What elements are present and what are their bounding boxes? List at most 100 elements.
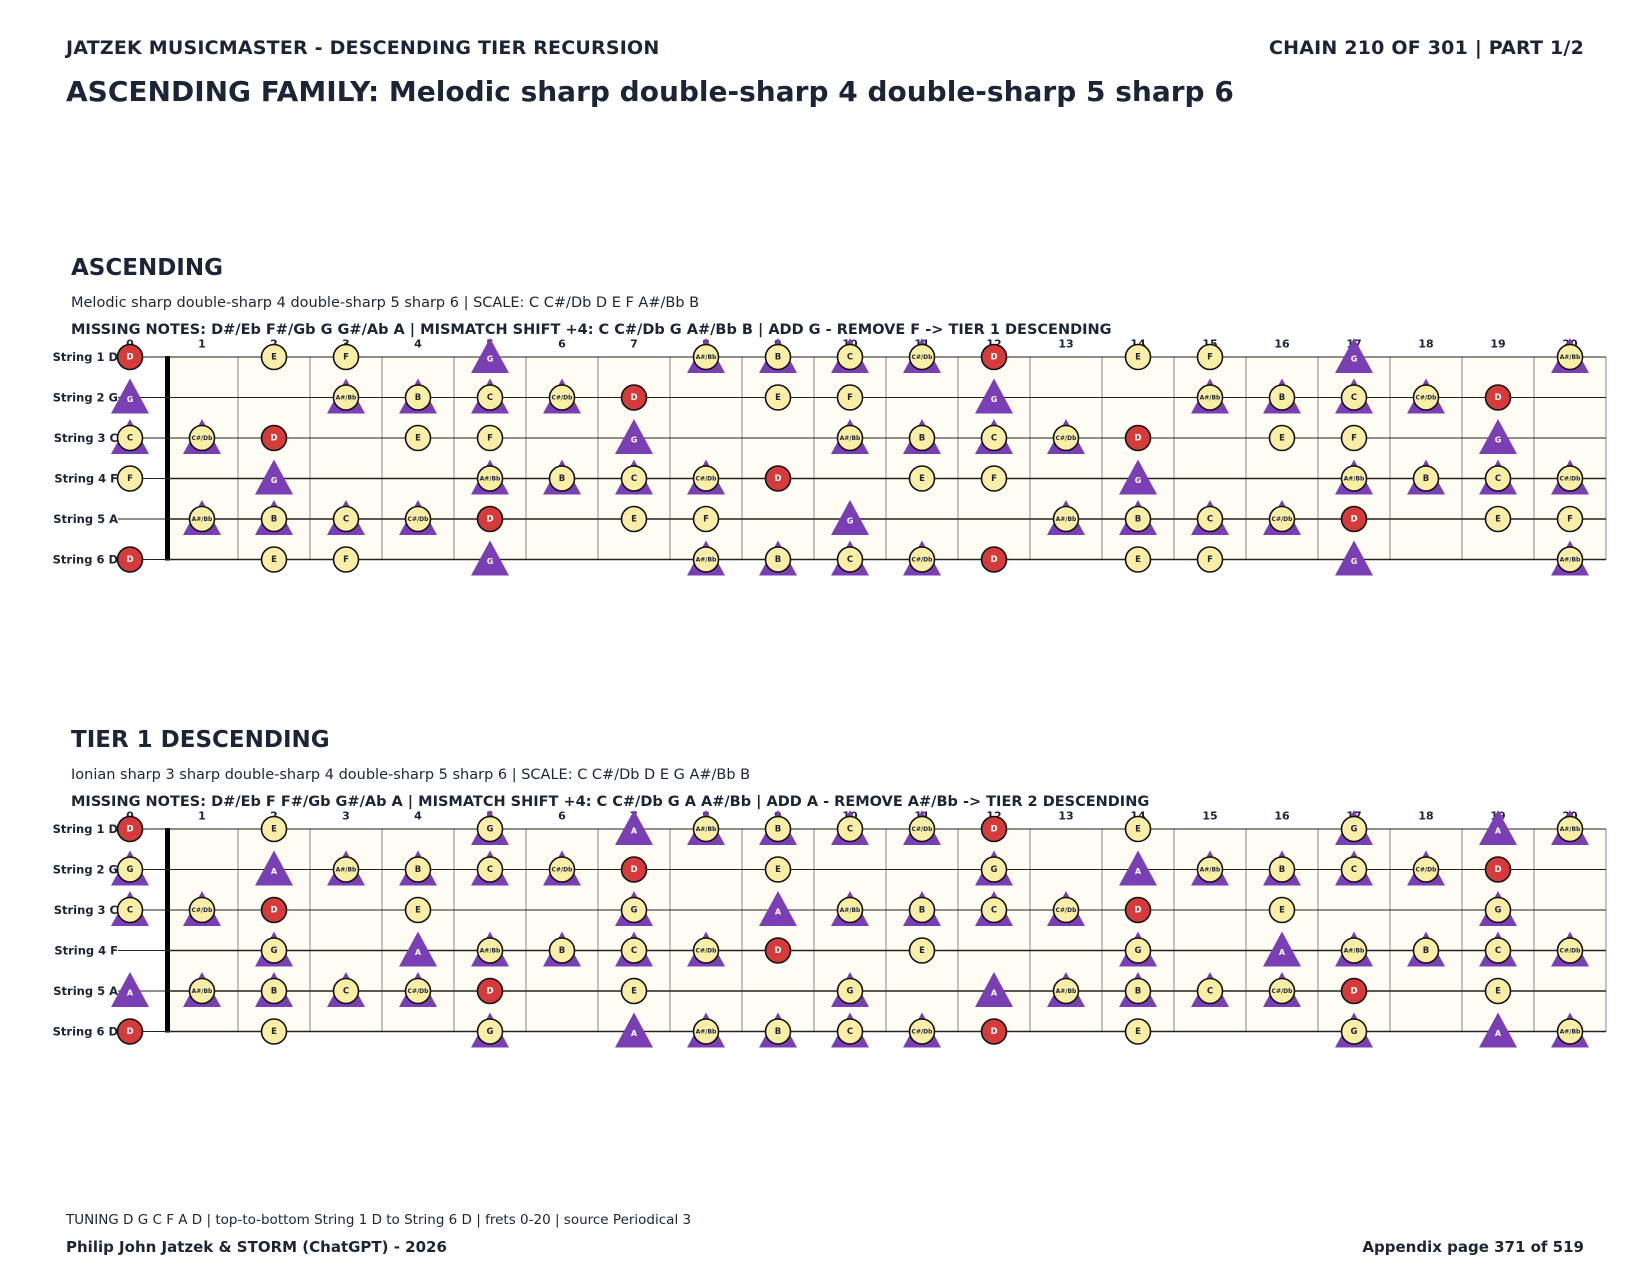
note-marker [1484,977,1512,1005]
note-marker [980,465,1008,492]
note-marker [1124,815,1152,843]
note-label: C#/Db [1272,516,1294,523]
note-label: D [1350,987,1357,997]
note-label: C#/Db [912,354,934,361]
note-marker [836,546,864,573]
note-marker [836,384,864,411]
note-label: C [1495,474,1501,484]
note-label: C#/Db [1056,907,1078,914]
note-marker [620,505,648,533]
note-marker [1412,384,1440,411]
note-label: C#/Db [1272,988,1294,995]
note-label: D [1134,906,1141,916]
note-label: C [1351,865,1357,875]
section-subtitle-tier1: Ionian sharp 3 sharp double-sharp 4 doub… [71,767,751,783]
note-marker [1124,937,1152,964]
note-label: G [271,476,278,485]
note-label: B [559,474,565,484]
note-label: E [1279,906,1285,916]
note-label: D [774,946,781,956]
note-label: G [631,906,638,916]
note-marker [1340,465,1368,492]
note-label: E [1135,555,1141,565]
note-label: A#/Bb [696,354,717,361]
note-marker [1052,505,1080,533]
note-marker [1268,856,1296,883]
added-note-triangle [615,419,653,454]
note-label: A [991,989,998,998]
root-note-marker [980,1018,1008,1045]
note-marker [1556,815,1584,843]
note-marker [260,1018,288,1045]
note-label: G [487,1027,494,1037]
note-label: B [415,393,421,403]
note-label: F [487,434,493,444]
note-label: C#/Db [1560,476,1582,483]
note-label: G [847,987,854,997]
note-marker [1556,1018,1584,1045]
string-label: String 3 C [54,903,118,917]
note-marker [1268,424,1296,452]
note-marker [1196,546,1224,573]
added-note-triangle [975,378,1013,414]
note-marker [476,815,504,843]
note-marker [1340,815,1368,843]
note-label: A [1135,867,1142,876]
note-label: A [415,948,422,957]
added-note-triangle [1263,931,1301,967]
note-marker [1340,384,1368,411]
note-label: C [991,434,997,444]
note-marker [476,856,504,883]
root-note-marker [116,343,144,371]
note-label: A#/Bb [840,907,861,914]
note-marker [116,424,144,452]
note-label: D [1134,434,1141,444]
note-marker [764,1018,792,1045]
string-label: String 1 D [53,350,118,364]
note-marker [1484,896,1512,924]
note-label: G [1495,906,1502,916]
note-marker [1268,505,1296,533]
footer-credit: Philip John Jatzek & STORM (ChatGPT) - 2… [66,1238,447,1256]
note-label: C [1351,393,1357,403]
note-label: E [415,434,421,444]
string-label: String 4 F [54,472,118,486]
root-note-marker [980,546,1008,573]
note-label: F [1207,353,1213,363]
note-marker [1556,465,1584,492]
note-label: E [271,1027,277,1037]
string-label: String 3 C [54,431,118,445]
note-marker [332,977,360,1005]
added-note-triangle [759,891,797,926]
note-label: B [1423,474,1429,484]
note-label: C#/Db [408,516,430,523]
note-label: C#/Db [1560,948,1582,955]
root-note-marker [980,815,1008,843]
fret-number: 13 [1058,810,1073,823]
root-note-marker [764,465,792,492]
note-label: D [1350,515,1357,525]
note-marker [908,465,936,492]
root-note-marker [116,815,144,843]
note-marker [1412,465,1440,492]
note-label: G [487,825,494,835]
note-marker [1052,896,1080,924]
note-marker [620,465,648,492]
added-note-triangle [1335,540,1373,576]
note-label: G [127,865,134,875]
note-marker [332,856,360,883]
note-marker [548,465,576,492]
note-label: E [271,353,277,363]
note-marker [548,937,576,964]
note-label: C [847,555,853,565]
note-label: G [847,517,854,526]
note-marker [1052,424,1080,452]
note-label: D [1494,393,1501,403]
note-marker [1196,343,1224,371]
note-marker [692,505,720,533]
string-label: String 6 D [53,553,118,567]
note-label: A#/Bb [336,395,357,402]
note-label: F [703,515,709,525]
fret-number: 1 [198,810,206,823]
note-marker [260,546,288,573]
